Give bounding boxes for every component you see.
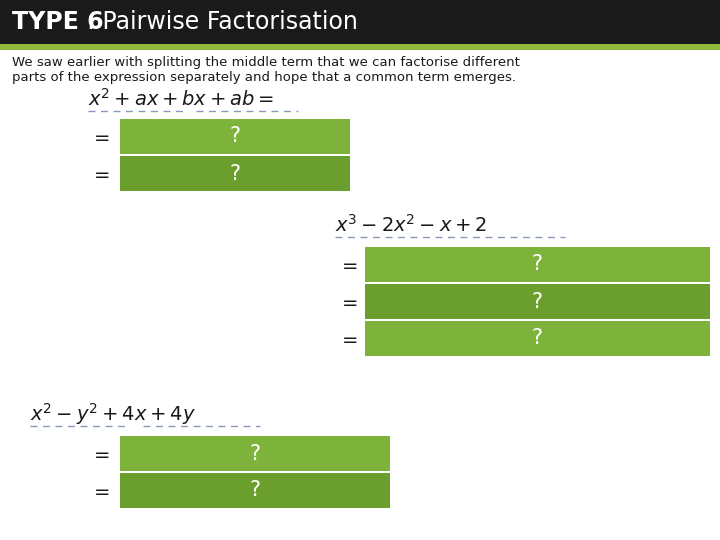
Text: ?: ? [230,126,240,146]
Bar [120,119,350,154]
Text: $=$: $=$ [338,292,358,311]
Text: ?: ? [532,254,543,274]
Bar [365,321,710,356]
Text: $=$: $=$ [338,329,358,348]
Text: ?: ? [249,481,261,501]
Text: $x^3 - 2x^2 - x + 2$: $x^3 - 2x^2 - x + 2$ [335,214,487,236]
Text: $x^2 + ax + bx + ab =$: $x^2 + ax + bx + ab =$ [88,88,274,110]
Bar [0,44,720,50]
Text: ?: ? [532,328,543,348]
Text: parts of the expression separately and hope that a common term emerges.: parts of the expression separately and h… [12,71,516,84]
Text: ?: ? [230,164,240,184]
Text: $x^2 - y^2 + 4x + 4y$: $x^2 - y^2 + 4x + 4y$ [30,401,196,427]
Bar [120,156,350,191]
Text: $=$: $=$ [90,481,110,500]
Bar [120,436,390,471]
Text: $=$: $=$ [90,444,110,463]
Text: ?: ? [532,292,543,312]
Bar [365,284,710,319]
Bar [0,0,720,44]
Text: We saw earlier with splitting the middle term that we can factorise different: We saw earlier with splitting the middle… [12,56,520,69]
Text: $=$: $=$ [90,164,110,183]
Text: : Pairwise Factorisation: : Pairwise Factorisation [87,10,358,34]
Text: ?: ? [249,443,261,463]
Text: TYPE 6: TYPE 6 [12,10,104,34]
Bar [365,247,710,282]
Bar [120,473,390,508]
Text: $=$: $=$ [338,255,358,274]
Text: $=$: $=$ [90,127,110,146]
